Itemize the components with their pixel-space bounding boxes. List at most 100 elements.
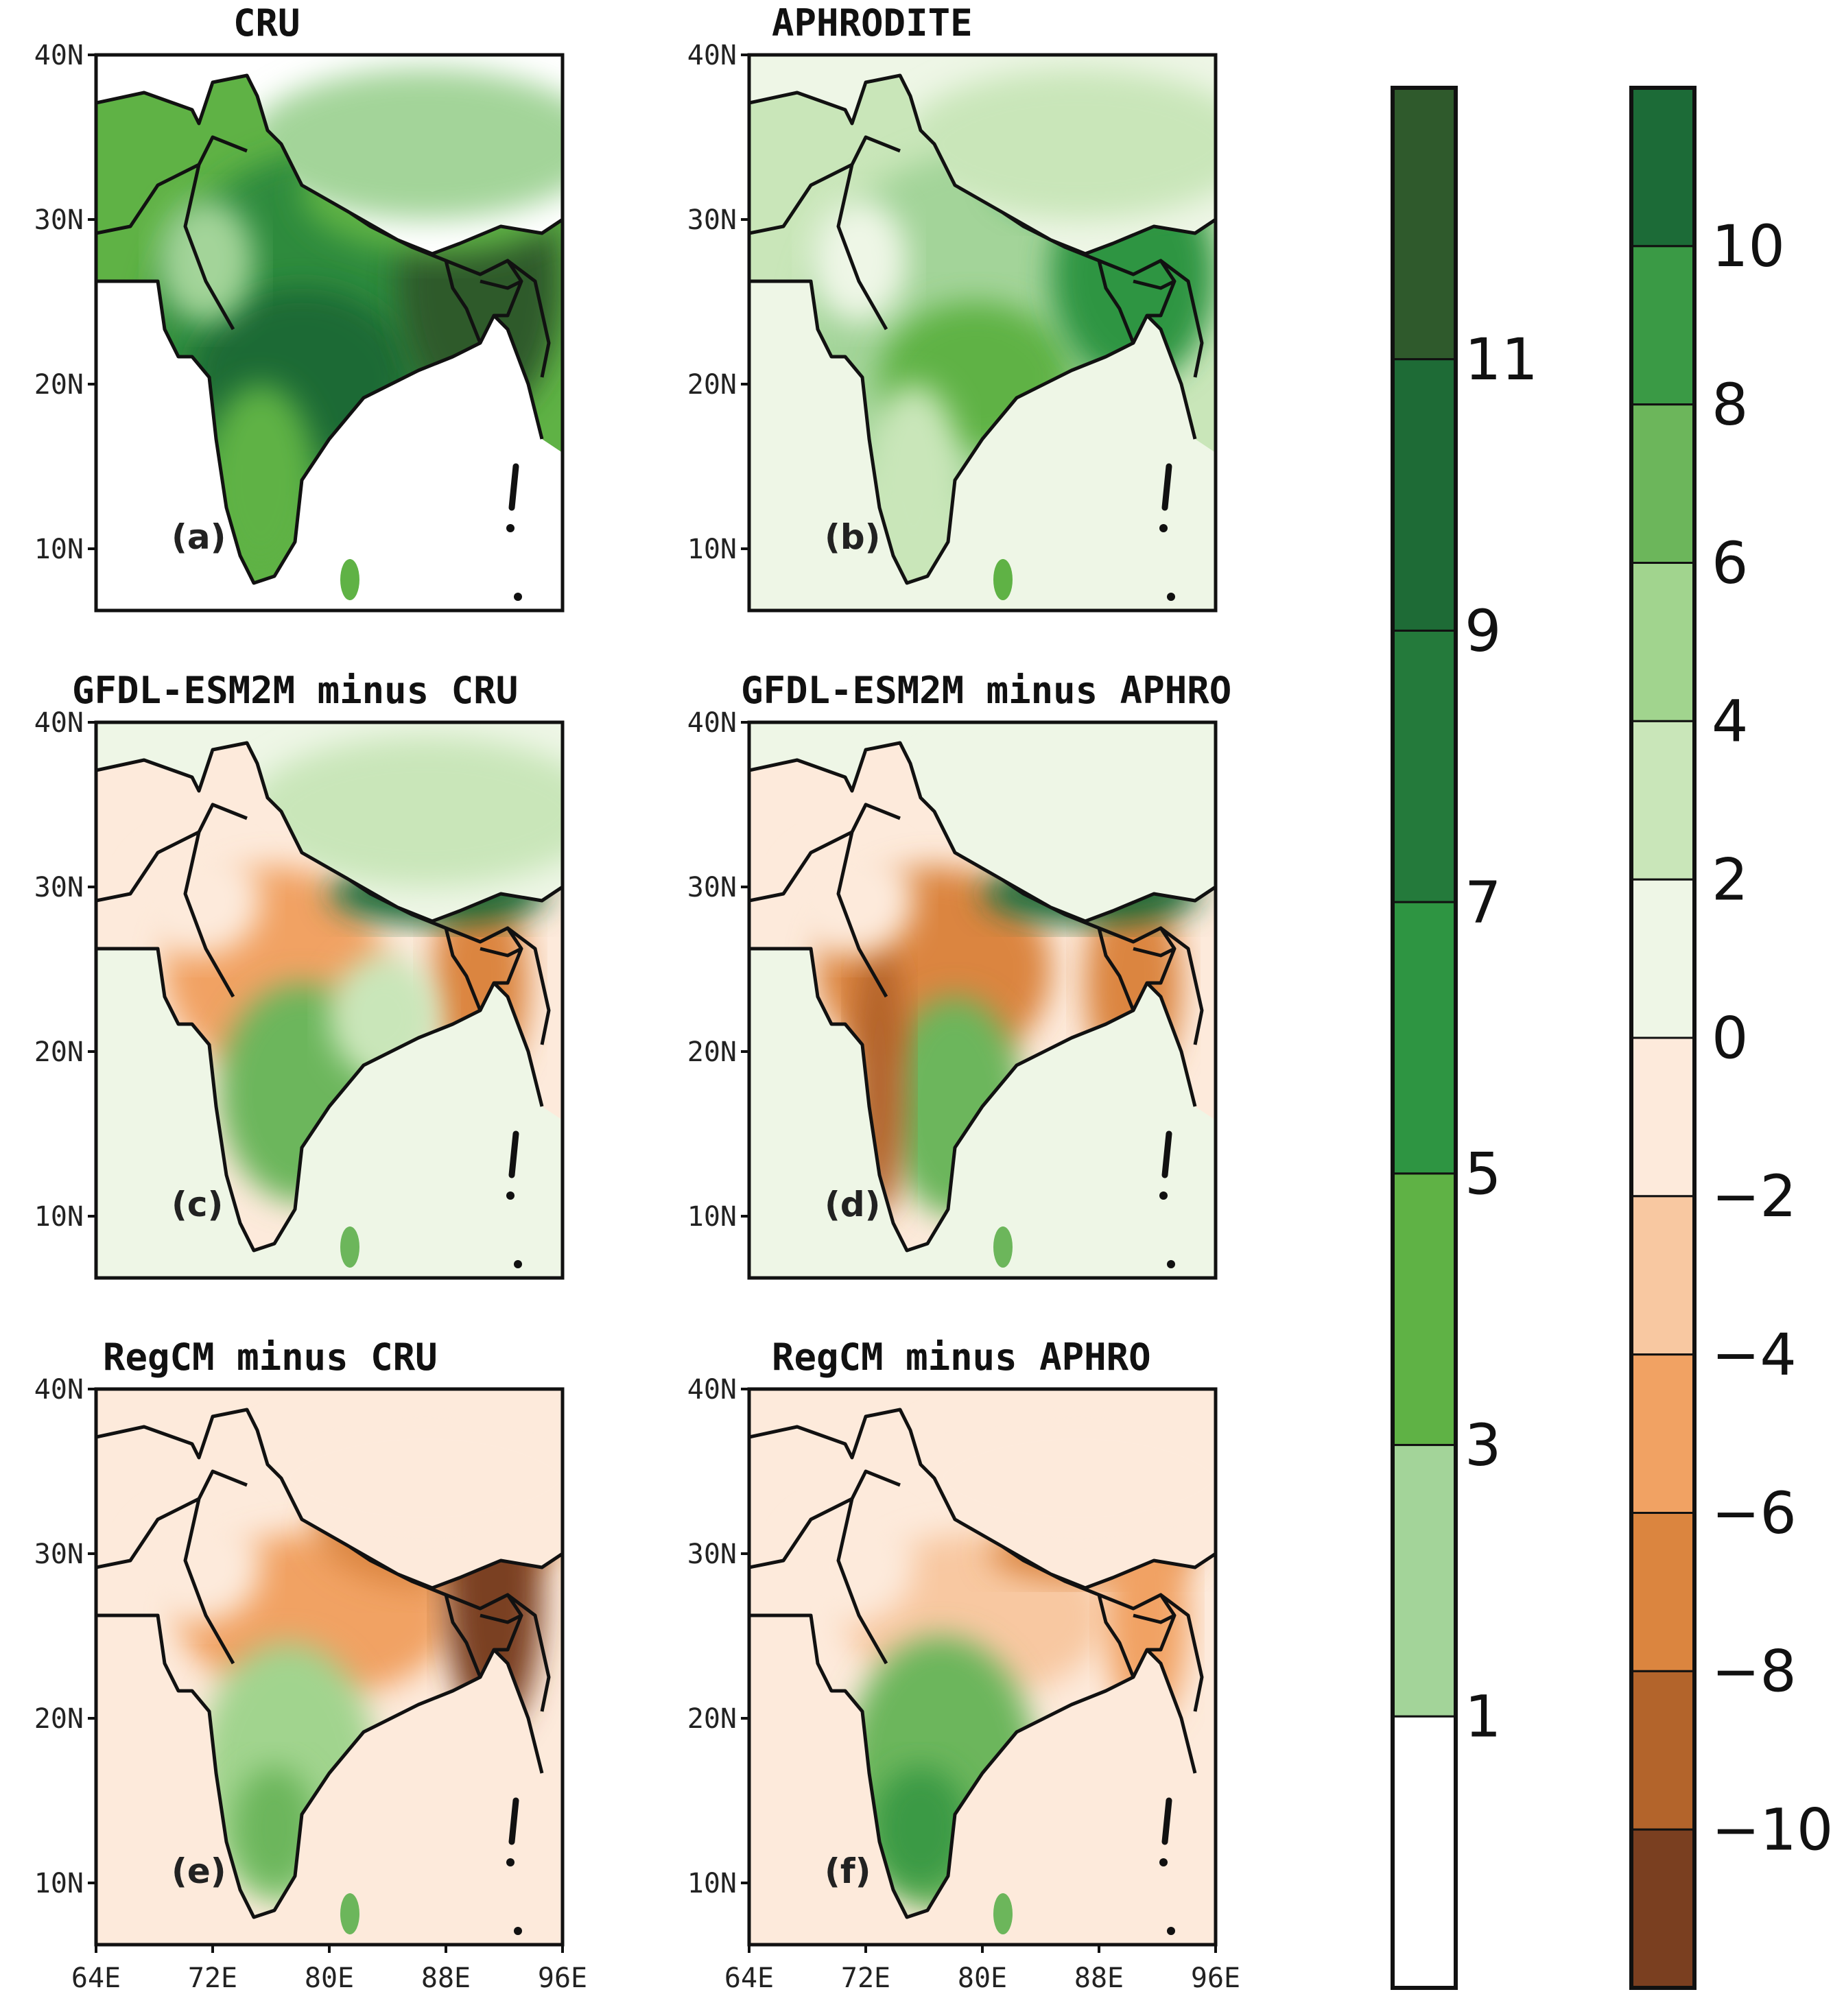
panel-c-lat-tick: 30N xyxy=(34,872,84,903)
panel-c-frame xyxy=(94,720,565,1280)
panel-d-andaman-islands xyxy=(1159,1130,1175,1268)
panel-b-lat-tick: 20N xyxy=(687,369,737,401)
colorbar-difference-segment xyxy=(1630,403,1696,565)
panel-a-lat-tick: 20N xyxy=(34,369,84,401)
colorbar-absolute-label: 9 xyxy=(1465,597,1501,665)
panel-e-lon-tick: 72E xyxy=(188,1962,237,1994)
panel-e-lat-tick: 30N xyxy=(34,1539,84,1570)
panel-c-map xyxy=(96,722,563,1278)
panel-e-field-4 xyxy=(233,1766,316,1890)
colorbar-difference-label: 8 xyxy=(1712,371,1748,438)
colorbar-difference-segment xyxy=(1630,1670,1696,1831)
panel-b-frame xyxy=(747,53,1218,613)
colorbar-absolute-segment xyxy=(1391,358,1457,632)
panel-c-lat-tick: 40N xyxy=(34,707,84,739)
colorbar-absolute-label: 3 xyxy=(1465,1412,1501,1479)
panel-e-lon-tick: 88E xyxy=(421,1962,471,1994)
panel-a-sri-lanka xyxy=(340,559,359,600)
panel-b-title: APHRODITE xyxy=(772,1,973,45)
colorbar-difference-label: −2 xyxy=(1712,1163,1797,1230)
panel-b-field-5 xyxy=(811,199,907,322)
panel-f-lon-tick: 88E xyxy=(1074,1962,1124,1994)
panel-e-lat-tick: 20N xyxy=(34,1703,84,1735)
colorbar-absolute-label: 11 xyxy=(1465,326,1538,393)
panel-d-sri-lanka xyxy=(993,1226,1013,1268)
panel-d-lat-tick: 10N xyxy=(687,1201,737,1233)
colorbar-absolute-segment xyxy=(1391,629,1457,903)
panel-d-lat-tick: 40N xyxy=(687,707,737,739)
panel-a-label: (a) xyxy=(172,517,226,557)
panel-b-map xyxy=(749,55,1216,610)
panel-b-lat-tick: 30N xyxy=(687,204,737,236)
panel-f-label: (f) xyxy=(825,1851,871,1891)
panel-d: GFDL-ESM2M minus APHRO (d) 40N 30N 20N 10N xyxy=(687,669,1231,1280)
panel-f-lat-tick: 30N xyxy=(687,1539,737,1570)
panel-b-lat-tick: 40N xyxy=(687,40,737,71)
panel-a-title: CRU xyxy=(233,1,300,45)
colorbar-absolute-segment xyxy=(1391,1444,1457,1718)
panel-b-andaman-islands xyxy=(1159,463,1175,601)
panel-d-lat-tick: 20N xyxy=(687,1036,737,1068)
panel-b-sri-lanka xyxy=(993,559,1013,600)
panel-c-field-5 xyxy=(137,846,261,956)
panel-c-lat-tick: 10N xyxy=(34,1201,84,1233)
panel-d-frame xyxy=(747,720,1218,1280)
panel-f-lon-tick: 72E xyxy=(841,1962,890,1994)
panel-e-sri-lanka xyxy=(340,1893,359,1934)
panel-d-label: (d) xyxy=(825,1185,881,1224)
panel-f-lat-tick: 10N xyxy=(687,1868,737,1899)
colorbar-difference-label: −4 xyxy=(1712,1321,1797,1388)
panel-a-lat-tick: 10N xyxy=(34,534,84,565)
panel-a-field-5 xyxy=(158,199,254,322)
colorbar-absolute-segment xyxy=(1391,1172,1457,1447)
colorbar-absolute-segment xyxy=(1391,1715,1457,1989)
colorbar-difference-segment xyxy=(1630,1828,1696,1989)
colorbar-difference-label: 4 xyxy=(1712,688,1748,755)
panel-c-sri-lanka xyxy=(340,1226,359,1268)
colorbar-difference-label: 6 xyxy=(1712,530,1748,597)
panel-c: GFDL-ESM2M minus CRU (c) 40N 30N 20N 10N xyxy=(34,669,565,1280)
panel-b-field-3 xyxy=(866,384,962,576)
colorbar-difference-segment xyxy=(1630,245,1696,406)
panel-f-lat-tick: 20N xyxy=(687,1703,737,1735)
colorbar-absolute-label: 1 xyxy=(1465,1683,1501,1751)
panel-e-andaman-islands xyxy=(506,1797,522,1935)
panel-d-lat-tick: 30N xyxy=(687,872,737,903)
panel-a-lat-tick: 30N xyxy=(34,204,84,236)
colorbar-difference-segment xyxy=(1630,1036,1696,1198)
colorbar-difference: 10 8 6 4 2 0 −2 −4 −6 −8 −10 xyxy=(1629,86,1833,1990)
colorbar-difference-label: 0 xyxy=(1712,1004,1748,1071)
colorbar-difference-label: −6 xyxy=(1712,1480,1797,1547)
panel-f-title: RegCM minus APHRO xyxy=(772,1336,1151,1379)
panel-c-andaman-islands xyxy=(506,1130,522,1268)
panel-a-andaman-islands xyxy=(506,463,522,601)
colorbar-absolute-segment xyxy=(1391,901,1457,1175)
panel-d-title: GFDL-ESM2M minus APHRO xyxy=(741,669,1231,712)
panel-a: CRU (a) 40N 30N 20N 10N xyxy=(34,1,565,613)
panel-c-label: (c) xyxy=(172,1185,223,1224)
panel-e-title: RegCM minus CRU xyxy=(103,1336,438,1379)
panel-e-lon-tick: 64E xyxy=(71,1962,121,1994)
panel-f-sri-lanka xyxy=(993,1893,1013,1934)
panel-b-label: (b) xyxy=(825,517,881,557)
colorbar-difference-segment xyxy=(1630,720,1696,881)
panel-f-field-4 xyxy=(873,1766,969,1890)
panel-f-andaman-islands xyxy=(1159,1797,1175,1935)
panel-c-lat-tick: 20N xyxy=(34,1036,84,1068)
panel-a-lat-tick: 40N xyxy=(34,40,84,71)
colorbar-difference-segment xyxy=(1630,878,1696,1039)
colorbar-difference-segment xyxy=(1630,1195,1696,1356)
colorbar-absolute: 11 9 7 5 3 1 xyxy=(1391,86,1538,1990)
panel-b: APHRODITE (b) 40N 30N 20N 10N xyxy=(687,1,1218,613)
panel-e-lon-tick: 80E xyxy=(305,1962,354,1994)
panel-f-field-5 xyxy=(790,1513,914,1622)
colorbar-absolute-label: 7 xyxy=(1465,869,1501,936)
panel-f: RegCM minus APHRO (f) 40N 30N 20N 10N 64E 72E 80… xyxy=(687,1336,1240,1994)
panel-b-lat-tick: 10N xyxy=(687,534,737,565)
colorbar-difference-segment xyxy=(1630,562,1696,722)
colorbar-difference-segment xyxy=(1630,1512,1696,1672)
panel-f-lat-tick: 40N xyxy=(687,1374,737,1406)
panel-f-map xyxy=(749,1389,1216,1945)
panel-f-lon-tick: 96E xyxy=(1191,1962,1240,1994)
